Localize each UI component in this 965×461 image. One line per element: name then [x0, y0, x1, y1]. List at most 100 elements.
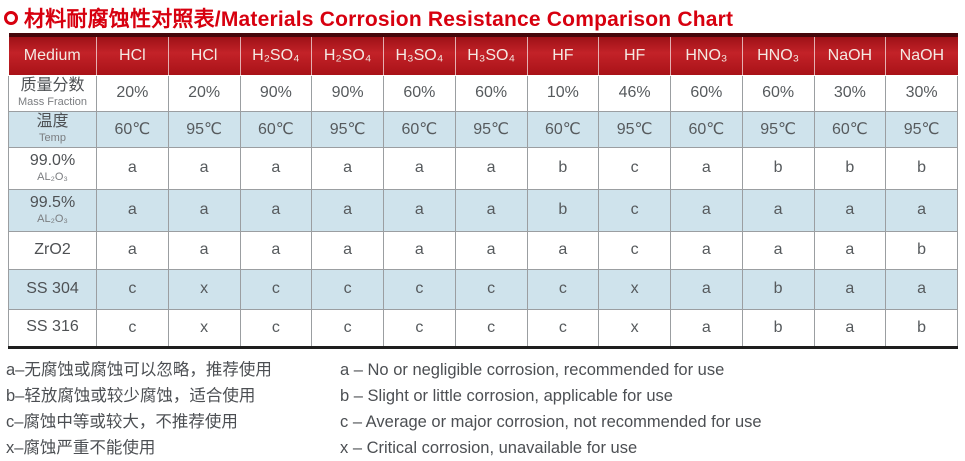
- temperature-cell: 95℃: [598, 110, 671, 148]
- medium-header-cell: HCl: [96, 33, 169, 76]
- temperature-cell: 95℃: [741, 110, 815, 148]
- temperature-cell: 95℃: [311, 110, 384, 148]
- row-label-zro2: ZrO2: [8, 230, 97, 270]
- legend-line-en: b – Slight or little corrosion, applicab…: [340, 387, 673, 405]
- rating-cell: a: [741, 188, 815, 232]
- rating-cell: a: [167, 230, 241, 270]
- row-label-en: Mass Fraction: [17, 95, 88, 108]
- rating-cell: a: [885, 268, 958, 310]
- rating-cell: a: [167, 188, 241, 232]
- medium-header-cell: HNO₃: [741, 33, 814, 76]
- rating-cell: a: [239, 230, 313, 270]
- rating-cell: a: [239, 146, 313, 190]
- temperature-row: 温度 Temp 60℃ 95℃ 60℃ 95℃ 60℃ 95℃ 60℃ 95℃ 60℃ 95℃ 60…: [8, 110, 958, 148]
- row-label-temperature: 温度 Temp: [8, 110, 97, 148]
- rating-cell: x: [598, 268, 671, 310]
- rating-legend: a–无腐蚀或腐蚀可以忽略，推荐使用 b–轻放腐蚀或较少腐蚀，适合使用 c–腐蚀中等或…: [6, 357, 958, 461]
- medium-header-cell: NaOH: [885, 33, 958, 76]
- rating-cell: a: [670, 268, 743, 310]
- rating-cell: a: [670, 146, 743, 190]
- rating-cell: c: [598, 230, 671, 270]
- legend-line-zh: c–腐蚀中等或较大，不推荐使用: [6, 413, 238, 431]
- temperature-cell: 60℃: [670, 110, 743, 148]
- rating-cell: a: [454, 188, 528, 232]
- medium-header-cell: HF: [526, 33, 599, 76]
- mass-fraction-cell: 90%: [311, 74, 384, 112]
- rating-cell: c: [96, 308, 169, 349]
- material-formula: AL₂O₃: [37, 170, 68, 183]
- medium-header-cell: HF: [598, 33, 671, 76]
- legend-line-zh: x–腐蚀严重不能使用: [6, 439, 156, 457]
- material-name: SS 304: [26, 279, 79, 297]
- mass-fraction-cell: 20%: [167, 74, 241, 112]
- temperature-cell: 60℃: [96, 110, 169, 148]
- rating-cell: b: [526, 146, 600, 190]
- row-label-ss304: SS 304: [8, 268, 97, 310]
- rating-cell: a: [96, 230, 169, 270]
- rating-cell: a: [670, 188, 743, 232]
- mass-fraction-cell: 60%: [741, 74, 815, 112]
- mass-fraction-cell: 30%: [813, 74, 887, 112]
- rating-cell: a: [239, 188, 313, 232]
- corrosion-resistance-table: Medium HCl HCl H₂SO₄ H₂SO₄ H₃SO₄ H₃SO₄ HF HF HNO…: [8, 33, 958, 349]
- mass-fraction-cell: 20%: [96, 74, 169, 112]
- page-title: 材料耐腐蚀性对照表/Materials Corrosion Resistance…: [4, 3, 733, 33]
- rating-cell: x: [598, 308, 671, 349]
- circle-bullet-icon: [4, 11, 18, 25]
- temperature-cell: 60℃: [383, 110, 456, 148]
- mass-fraction-cell: 60%: [383, 74, 456, 112]
- rating-cell: c: [454, 268, 528, 310]
- rating-cell: c: [383, 308, 456, 349]
- medium-header-cell: H₃SO₄: [383, 33, 456, 76]
- rating-cell: a: [454, 230, 528, 270]
- mass-fraction-cell: 30%: [885, 74, 958, 112]
- legend-english: a – No or negligible corrosion, recommen…: [340, 357, 958, 461]
- temperature-cell: 95℃: [167, 110, 241, 148]
- rating-cell: a: [383, 230, 456, 270]
- rating-cell: b: [885, 230, 958, 270]
- row-label-zh: 质量分数: [20, 77, 85, 95]
- rating-cell: b: [526, 188, 600, 232]
- rating-cell: b: [741, 308, 815, 349]
- medium-header-cell: H₂SO₄: [239, 33, 312, 76]
- row-label-ss316: SS 316: [8, 308, 97, 349]
- rating-cell: a: [670, 230, 743, 270]
- legend-line-en: a – No or negligible corrosion, recommen…: [340, 361, 725, 379]
- legend-line-en: c – Average or major corrosion, not reco…: [340, 413, 762, 431]
- rating-cell: a: [311, 188, 384, 232]
- temperature-cell: 60℃: [239, 110, 313, 148]
- page-title-text: 材料耐腐蚀性对照表/Materials Corrosion Resistance…: [24, 8, 734, 31]
- rating-cell: b: [741, 146, 815, 190]
- medium-header-cell: HCl: [167, 33, 240, 76]
- rating-cell: c: [598, 188, 671, 232]
- temperature-cell: 95℃: [454, 110, 528, 148]
- rating-cell: a: [383, 146, 456, 190]
- rating-cell: a: [813, 268, 887, 310]
- medium-header-cell: H₃SO₄: [454, 33, 527, 76]
- corner-header-cell: Medium: [8, 33, 97, 76]
- row-label-zh: 温度: [36, 113, 69, 131]
- rating-cell: a: [454, 146, 528, 190]
- legend-line-zh: b–轻放腐蚀或较少腐蚀，适合使用: [6, 387, 256, 405]
- legend-line-zh: a–无腐蚀或腐蚀可以忽略，推荐使用: [6, 361, 272, 379]
- rating-cell: c: [454, 308, 528, 349]
- rating-cell: c: [239, 308, 313, 349]
- rating-cell: b: [741, 268, 815, 310]
- temperature-cell: 60℃: [526, 110, 600, 148]
- mass-fraction-cell: 46%: [598, 74, 671, 112]
- table-header-row: Medium HCl HCl H₂SO₄ H₂SO₄ H₃SO₄ H₃SO₄ HF HF HNO…: [8, 33, 958, 76]
- mass-fraction-cell: 60%: [670, 74, 743, 112]
- rating-cell: a: [383, 188, 456, 232]
- rating-cell: c: [598, 146, 671, 190]
- rating-cell: a: [813, 230, 887, 270]
- rating-cell: c: [383, 268, 456, 310]
- rating-cell: a: [311, 146, 384, 190]
- mass-fraction-cell: 60%: [454, 74, 528, 112]
- rating-cell: c: [239, 268, 313, 310]
- row-label-alumina-99-0: 99.0% AL₂O₃: [8, 146, 97, 190]
- material-name: ZrO2: [34, 240, 71, 258]
- mass-fraction-cell: 90%: [239, 74, 313, 112]
- rating-cell: a: [167, 146, 241, 190]
